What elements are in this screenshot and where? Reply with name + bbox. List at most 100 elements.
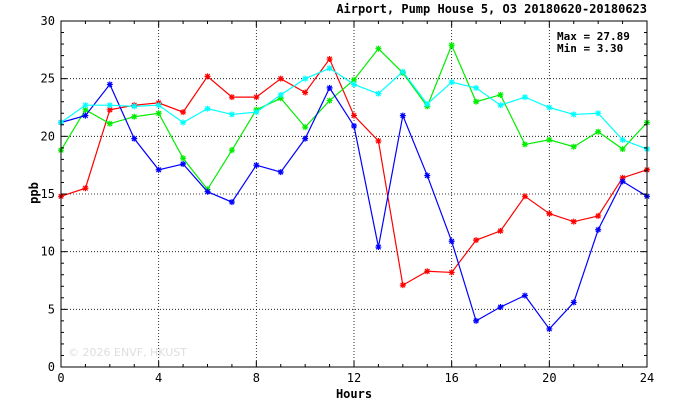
- data-point: [204, 188, 211, 195]
- x-tick-label: 20: [542, 371, 556, 385]
- data-point: [546, 136, 553, 143]
- x-axis-label: Hours: [336, 387, 372, 401]
- data-point: [424, 172, 431, 179]
- data-point: [473, 317, 480, 324]
- x-tick-label: 24: [640, 371, 654, 385]
- data-point: [619, 146, 626, 153]
- data-point: [277, 95, 284, 102]
- data-point: [302, 75, 309, 82]
- series-group: [58, 42, 650, 332]
- data-point: [228, 111, 235, 118]
- data-point: [204, 73, 211, 80]
- data-point: [448, 269, 455, 276]
- data-point: [228, 94, 235, 101]
- x-tick-label: 16: [444, 371, 458, 385]
- data-point: [497, 304, 504, 311]
- watermark: © 2026 ENVF, HKUST: [68, 346, 187, 359]
- grid-lines: [61, 21, 647, 367]
- data-point: [180, 161, 187, 168]
- data-point: [619, 136, 626, 143]
- data-point: [351, 112, 357, 119]
- data-point: [521, 292, 528, 299]
- data-point: [82, 102, 89, 109]
- data-point: [375, 244, 382, 251]
- data-point: [302, 89, 309, 96]
- data-point: [521, 94, 528, 101]
- data-point: [204, 105, 211, 112]
- data-point: [351, 76, 357, 83]
- data-point: [180, 155, 187, 162]
- data-point: [253, 162, 260, 169]
- y-tick-label: 10: [41, 245, 55, 259]
- data-point: [424, 268, 431, 275]
- data-point: [497, 227, 504, 234]
- data-point: [277, 91, 284, 98]
- data-point: [570, 299, 577, 306]
- data-point: [131, 103, 138, 110]
- data-point: [399, 68, 406, 75]
- data-point: [228, 147, 235, 154]
- data-point: [82, 185, 89, 192]
- data-point: [546, 325, 553, 332]
- y-tick-label: 15: [41, 187, 55, 201]
- watermark-text: © 2026 ENVF, HKUST: [68, 346, 187, 359]
- data-point: [326, 97, 333, 104]
- data-point: [497, 102, 504, 109]
- data-point: [155, 102, 162, 109]
- x-tick-label: 12: [347, 371, 361, 385]
- data-point: [497, 91, 504, 98]
- data-point: [180, 109, 187, 116]
- data-point: [619, 178, 626, 185]
- data-point: [277, 75, 284, 82]
- data-point: [131, 135, 138, 142]
- data-point: [180, 119, 187, 126]
- data-point: [375, 45, 382, 52]
- x-tick-label: 0: [57, 371, 64, 385]
- data-point: [375, 90, 382, 97]
- data-point: [570, 143, 577, 150]
- data-point: [521, 193, 528, 200]
- data-point: [106, 81, 113, 88]
- data-point: [570, 111, 577, 118]
- data-point: [546, 104, 553, 111]
- data-point: [595, 128, 602, 135]
- data-point: [448, 42, 455, 49]
- y-axis-label: ppb: [27, 182, 41, 204]
- min-label: Min = 3.30: [557, 42, 623, 55]
- series-line-3: [60, 83, 648, 330]
- data-point: [253, 109, 260, 116]
- data-point: [619, 174, 626, 181]
- data-point: [302, 124, 309, 131]
- data-point: [546, 210, 553, 217]
- data-point: [399, 112, 406, 119]
- data-point: [351, 81, 357, 88]
- data-point: [399, 282, 406, 289]
- data-point: [326, 65, 333, 72]
- data-point: [253, 94, 260, 101]
- data-point: [448, 238, 455, 245]
- data-point: [570, 218, 577, 225]
- data-point: [131, 113, 138, 120]
- data-point: [302, 135, 309, 142]
- data-point: [82, 106, 89, 113]
- data-point: [326, 84, 333, 91]
- data-point: [351, 122, 357, 129]
- data-point: [473, 237, 480, 244]
- data-point: [473, 84, 480, 91]
- y-tick-label: 20: [41, 129, 55, 143]
- data-point: [595, 110, 602, 117]
- max-label: Max = 27.89: [557, 30, 630, 43]
- data-point: [106, 120, 113, 127]
- data-point: [106, 102, 113, 109]
- y-tick-label: 25: [41, 72, 55, 86]
- data-point: [448, 79, 455, 86]
- y-tick-label: 5: [48, 302, 55, 316]
- x-tick-label: 4: [155, 371, 162, 385]
- chart-title: Airport, Pump House 5, O3 20180620-20180…: [336, 2, 647, 16]
- data-point: [595, 212, 602, 219]
- series-line-1: [60, 57, 648, 287]
- data-point: [473, 98, 480, 105]
- data-point: [277, 169, 284, 176]
- y-tick-label: 30: [41, 14, 55, 28]
